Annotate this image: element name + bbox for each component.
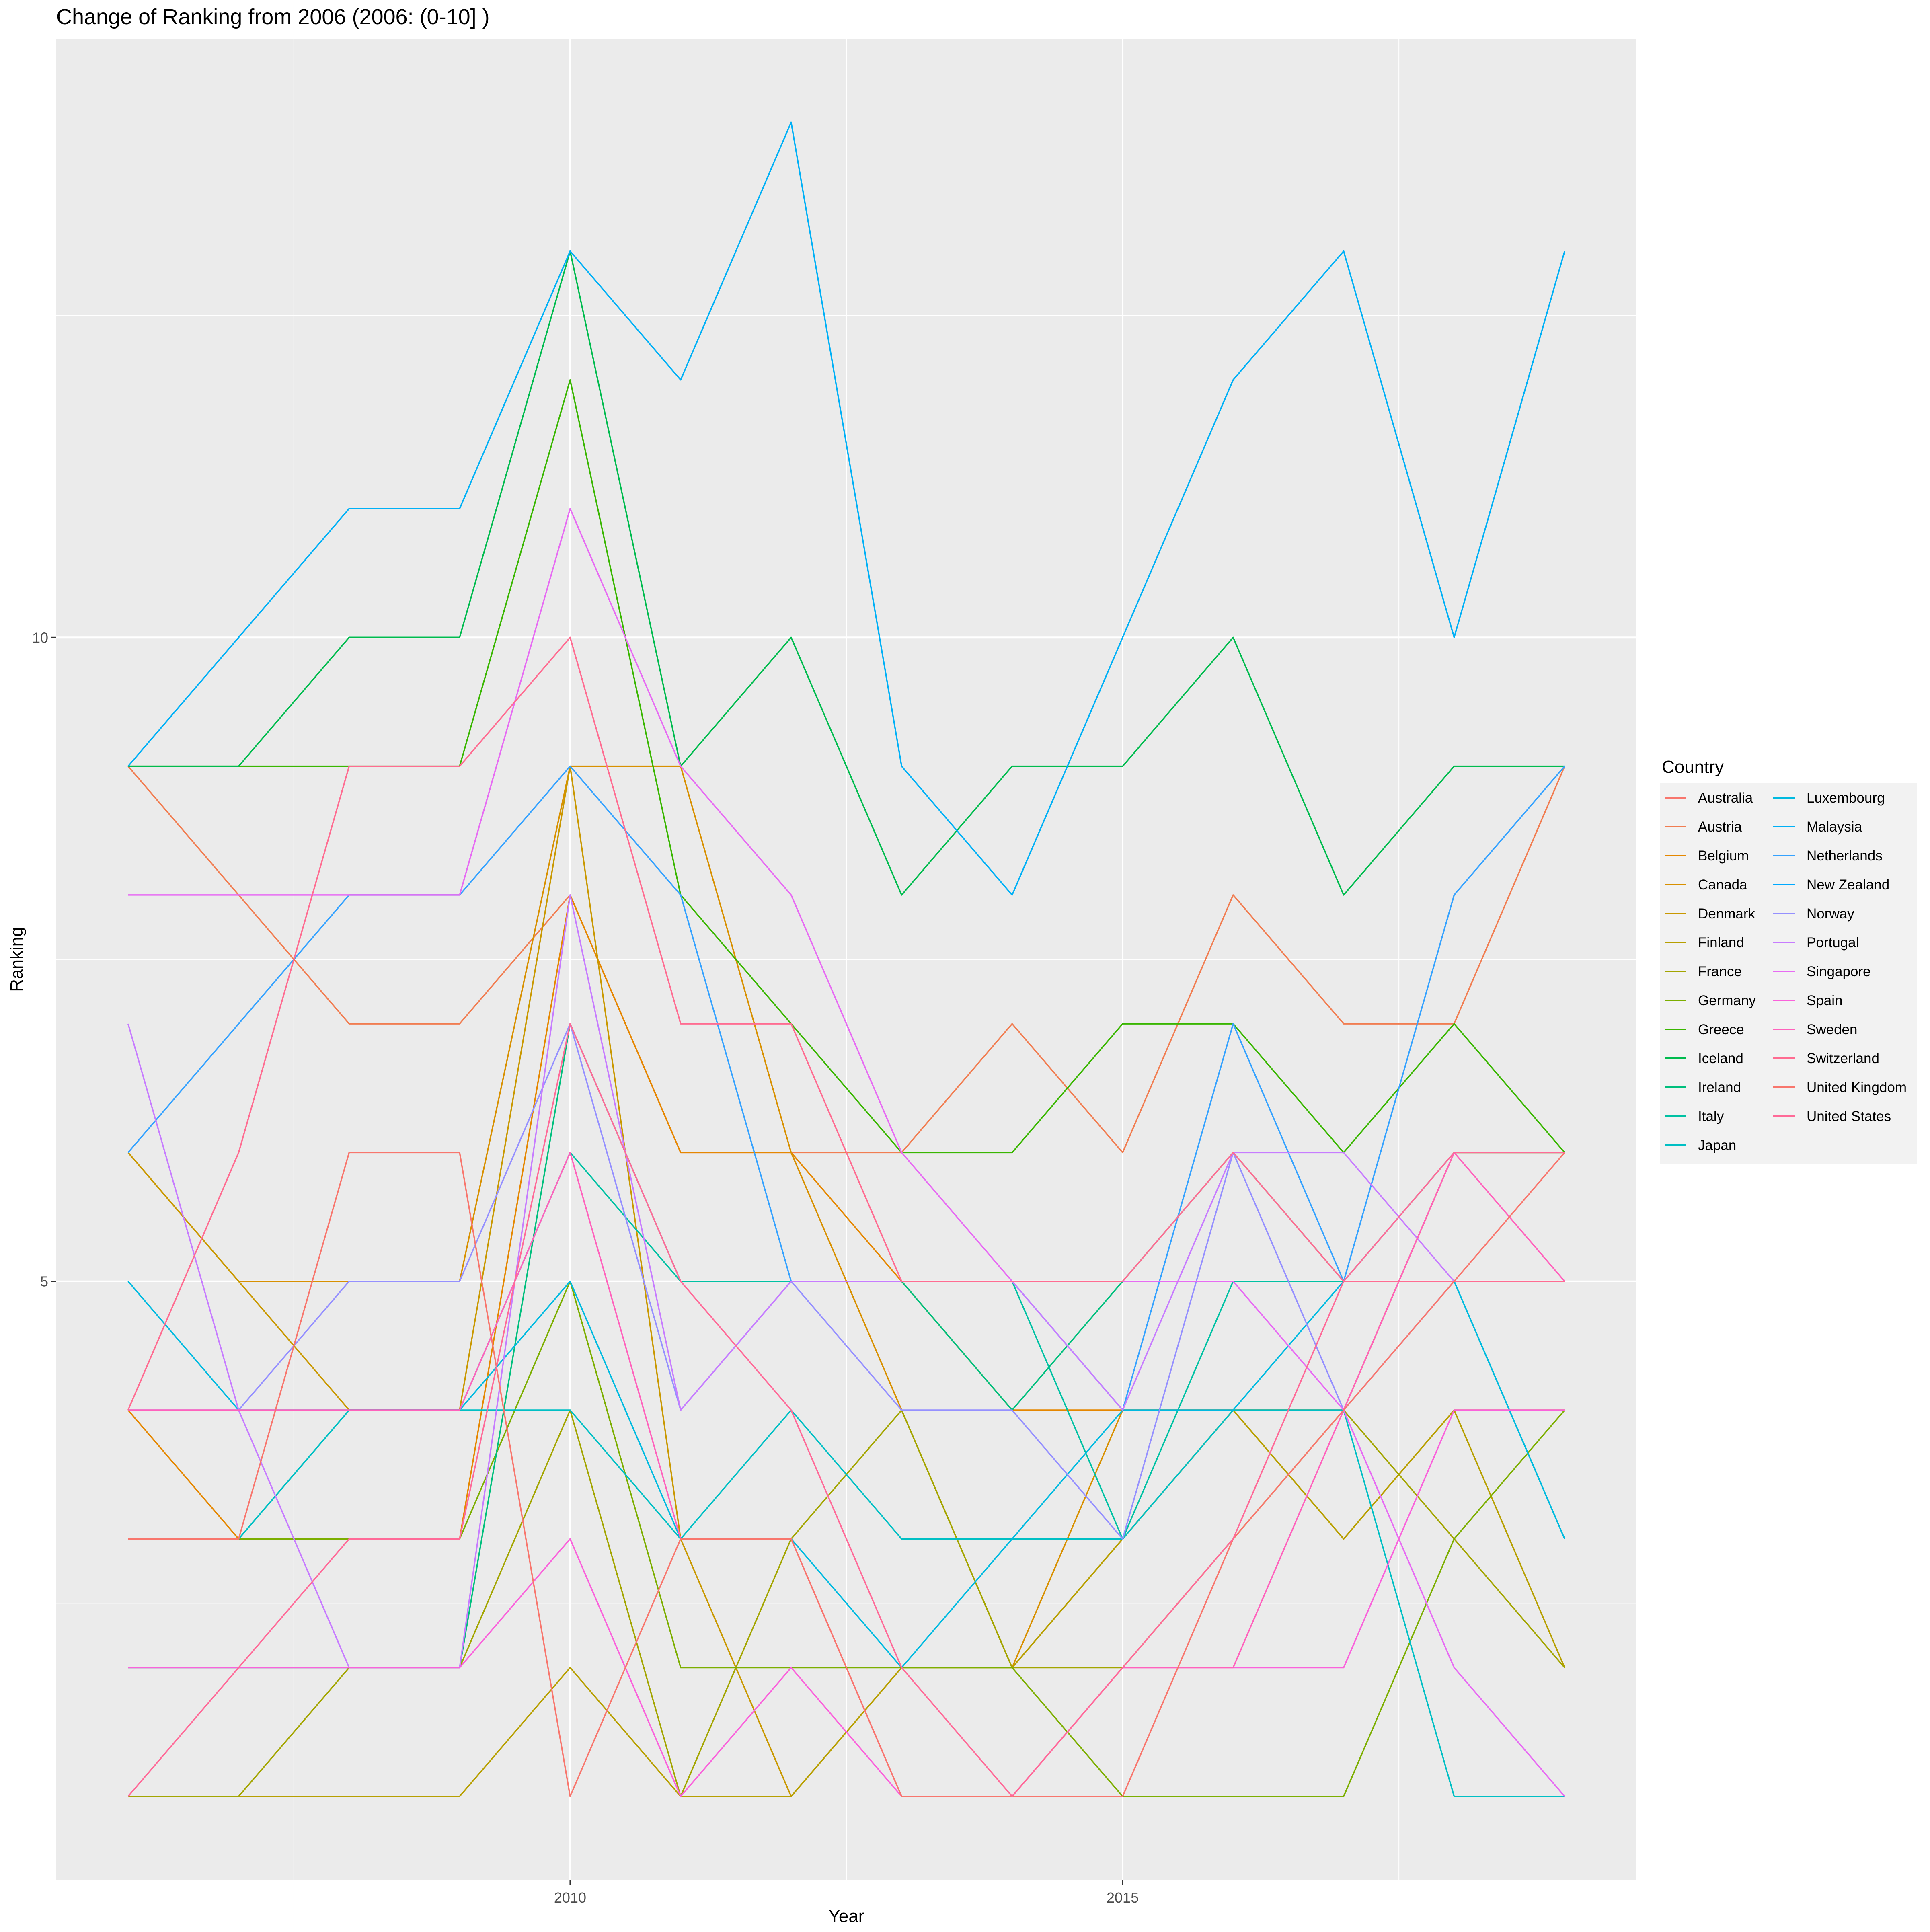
legend-label: Austria: [1698, 819, 1742, 835]
x-tick-label: 2010: [554, 1889, 586, 1906]
legend-label: Belgium: [1698, 848, 1749, 864]
legend-item: Australia: [1662, 784, 1753, 811]
series-line-iceland: [128, 250, 1565, 896]
legend-item: Singapore: [1770, 958, 1871, 985]
legend-label: New Zealand: [1807, 877, 1889, 893]
legend-item: United States: [1770, 1103, 1891, 1130]
legend-item: Sweden: [1770, 1016, 1857, 1043]
legend-label: Malaysia: [1807, 819, 1862, 835]
legend-item: Norway: [1770, 900, 1854, 927]
legend: Country Australia Austria Belgium Canada Den…: [1660, 757, 1917, 1164]
legend-item: Belgium: [1662, 842, 1749, 869]
series-line-malaysia: [127, 121, 1566, 896]
legend-label: United States: [1807, 1109, 1891, 1124]
legend-label: Portugal: [1807, 935, 1859, 951]
legend-label: Spain: [1807, 993, 1843, 1008]
legend-label: Iceland: [1698, 1051, 1743, 1066]
legend-item: France: [1662, 958, 1742, 985]
series-line-spain: [128, 1409, 1565, 1797]
legend-item: Ireland: [1662, 1074, 1741, 1101]
series-line-singapore: [128, 508, 1565, 1797]
legend-label: France: [1698, 964, 1742, 979]
legend-item: Denmark: [1662, 900, 1755, 927]
series-line-switzerland: [127, 636, 1565, 1411]
axis-ticks: 2010 2015 5 10: [32, 629, 1139, 1906]
legend-label: Ireland: [1698, 1080, 1741, 1095]
legend-item: Italy: [1662, 1103, 1724, 1130]
y-tick-label: 5: [40, 1273, 48, 1290]
legend-items: Australia Austria Belgium Canada Denmark Finl…: [1660, 783, 1917, 1164]
series-lines: [127, 121, 1566, 1797]
chart-title: Change of Ranking from 2006 (2006: (0-10…: [56, 5, 490, 29]
legend-item: Finland: [1662, 929, 1744, 956]
x-tick-label: 2015: [1107, 1889, 1139, 1906]
legend-item: Iceland: [1662, 1045, 1743, 1072]
legend-item: Luxembourg: [1770, 784, 1885, 811]
legend-item: New Zealand: [1770, 871, 1889, 898]
legend-label: Switzerland: [1807, 1051, 1879, 1066]
legend-item: Switzerland: [1770, 1045, 1879, 1072]
legend-label: United Kingdom: [1807, 1080, 1907, 1095]
legend-label: Singapore: [1807, 964, 1871, 979]
legend-item: Austria: [1662, 813, 1742, 840]
y-tick-label: 10: [32, 629, 48, 646]
legend-item: Portugal: [1770, 929, 1859, 956]
legend-item: Germany: [1662, 987, 1756, 1014]
legend-item: Japan: [1662, 1131, 1736, 1159]
legend-item: Netherlands: [1770, 842, 1883, 869]
legend-label: Japan: [1698, 1137, 1736, 1153]
legend-label: Sweden: [1807, 1022, 1857, 1037]
legend-item: Spain: [1770, 987, 1843, 1014]
legend-label: Finland: [1698, 935, 1744, 951]
legend-label: Germany: [1698, 993, 1756, 1008]
legend-label: Australia: [1698, 790, 1753, 806]
legend-label: Italy: [1698, 1109, 1724, 1124]
legend-label: Denmark: [1698, 906, 1755, 922]
legend-item: Malaysia: [1770, 813, 1862, 840]
legend-item: United Kingdom: [1770, 1074, 1907, 1101]
series-line-united-states: [127, 1023, 1565, 1797]
series-line-united-kingdom: [128, 1152, 1565, 1797]
legend-label: Luxembourg: [1807, 790, 1885, 806]
x-axis-label: Year: [829, 1906, 864, 1926]
legend-label: Greece: [1698, 1022, 1744, 1037]
series-line-norway: [128, 1023, 1565, 1540]
legend-label: Netherlands: [1807, 848, 1883, 864]
y-axis-label: Ranking: [7, 927, 27, 992]
legend-label: Norway: [1807, 906, 1854, 922]
legend-title: Country: [1662, 757, 1724, 777]
legend-item: Canada: [1662, 871, 1747, 898]
legend-label: Canada: [1698, 877, 1747, 893]
legend-item: Greece: [1662, 1016, 1744, 1043]
